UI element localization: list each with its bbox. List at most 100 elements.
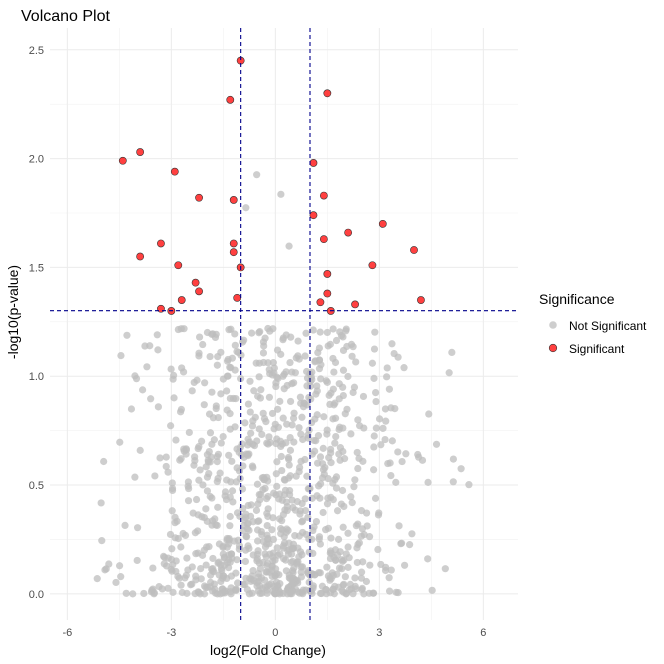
point-not-significant — [164, 554, 172, 562]
x-tick-label: 6 — [480, 627, 486, 639]
point-not-significant — [105, 560, 113, 568]
point-not-significant — [175, 574, 183, 582]
point-not-significant — [259, 486, 267, 494]
point-not-significant — [258, 531, 266, 539]
point-not-significant — [227, 550, 235, 558]
point-not-significant — [301, 352, 309, 360]
point-significant — [309, 159, 318, 167]
point-not-significant — [277, 350, 285, 358]
point-not-significant — [168, 479, 176, 487]
point-not-significant — [156, 454, 164, 462]
point-not-significant — [372, 424, 380, 432]
point-not-significant — [228, 487, 237, 495]
point-not-significant — [290, 409, 298, 417]
point-not-significant — [384, 459, 392, 468]
point-not-significant — [370, 345, 379, 353]
point-not-significant — [270, 489, 278, 497]
point-not-significant — [255, 373, 263, 381]
point-not-significant — [339, 346, 348, 355]
significant-points — [118, 56, 425, 315]
point-significant — [195, 193, 203, 202]
point-not-significant — [276, 397, 284, 405]
point-not-significant — [242, 546, 250, 554]
point-significant — [323, 89, 332, 98]
point-not-significant — [98, 537, 106, 545]
point-not-significant — [344, 563, 352, 571]
point-not-significant — [352, 358, 360, 366]
point-not-significant — [366, 561, 374, 569]
point-not-significant — [448, 348, 456, 357]
point-not-significant — [354, 464, 362, 473]
point-not-significant — [347, 430, 355, 438]
point-not-significant — [302, 367, 311, 376]
point-not-significant — [257, 386, 265, 394]
y-axis-ticks: 0.0 0.5 1.0 1.5 2.0 2.5 — [29, 45, 44, 601]
point-not-significant — [293, 498, 301, 506]
point-not-significant — [382, 417, 390, 425]
point-not-significant — [259, 409, 267, 417]
point-not-significant — [377, 441, 385, 449]
point-not-significant — [315, 365, 324, 373]
point-not-significant — [283, 502, 291, 511]
point-not-significant — [299, 517, 307, 525]
point-not-significant — [388, 340, 396, 348]
point-not-significant — [284, 550, 292, 558]
point-not-significant — [194, 444, 202, 453]
point-not-significant — [331, 414, 340, 422]
point-not-significant — [238, 338, 247, 346]
point-not-significant — [256, 589, 264, 598]
point-not-significant — [353, 448, 361, 457]
point-not-significant — [112, 578, 120, 587]
point-significant — [316, 298, 325, 307]
point-not-significant — [196, 466, 204, 474]
point-not-significant — [297, 430, 305, 438]
point-not-significant — [253, 537, 262, 545]
legend-key-significant — [548, 343, 558, 353]
point-not-significant — [261, 550, 269, 558]
point-not-significant — [298, 551, 306, 559]
point-not-significant — [225, 451, 233, 459]
point-not-significant — [195, 333, 204, 341]
point-not-significant — [297, 568, 305, 576]
point-not-significant — [318, 474, 327, 482]
point-not-significant — [262, 495, 271, 503]
point-not-significant — [319, 444, 327, 452]
point-not-significant — [340, 502, 348, 511]
point-not-significant — [248, 329, 256, 337]
point-not-significant — [143, 363, 151, 371]
point-not-significant — [345, 554, 353, 562]
point-not-significant — [383, 364, 391, 372]
point-not-significant — [154, 346, 162, 354]
point-not-significant — [283, 381, 291, 390]
point-not-significant — [200, 513, 208, 522]
point-not-significant — [315, 344, 323, 352]
point-not-significant — [311, 357, 319, 365]
point-not-significant — [179, 368, 188, 376]
point-not-significant — [291, 506, 300, 514]
point-significant — [319, 191, 328, 200]
point-not-significant — [212, 402, 220, 410]
legend-title: Significance — [539, 291, 615, 307]
point-not-significant — [424, 478, 432, 486]
point-not-significant — [200, 401, 208, 409]
point-not-significant — [289, 544, 297, 553]
point-not-significant — [164, 468, 172, 476]
point-not-significant — [305, 578, 313, 586]
point-significant — [319, 235, 328, 244]
point-not-significant — [214, 503, 222, 511]
point-not-significant — [233, 556, 241, 564]
point-not-significant — [192, 550, 200, 558]
point-not-significant — [248, 462, 257, 470]
point-not-significant — [360, 531, 368, 539]
point-not-significant — [177, 325, 185, 333]
point-not-significant — [171, 513, 179, 521]
point-not-significant — [354, 416, 362, 424]
x-tick-label: -6 — [62, 627, 72, 639]
point-not-significant — [290, 438, 298, 446]
threshold-lines — [50, 28, 518, 620]
point-not-significant — [244, 452, 252, 460]
point-not-significant — [203, 487, 212, 495]
point-not-significant — [318, 460, 327, 468]
point-not-significant — [398, 457, 406, 466]
point-not-significant — [205, 447, 213, 456]
